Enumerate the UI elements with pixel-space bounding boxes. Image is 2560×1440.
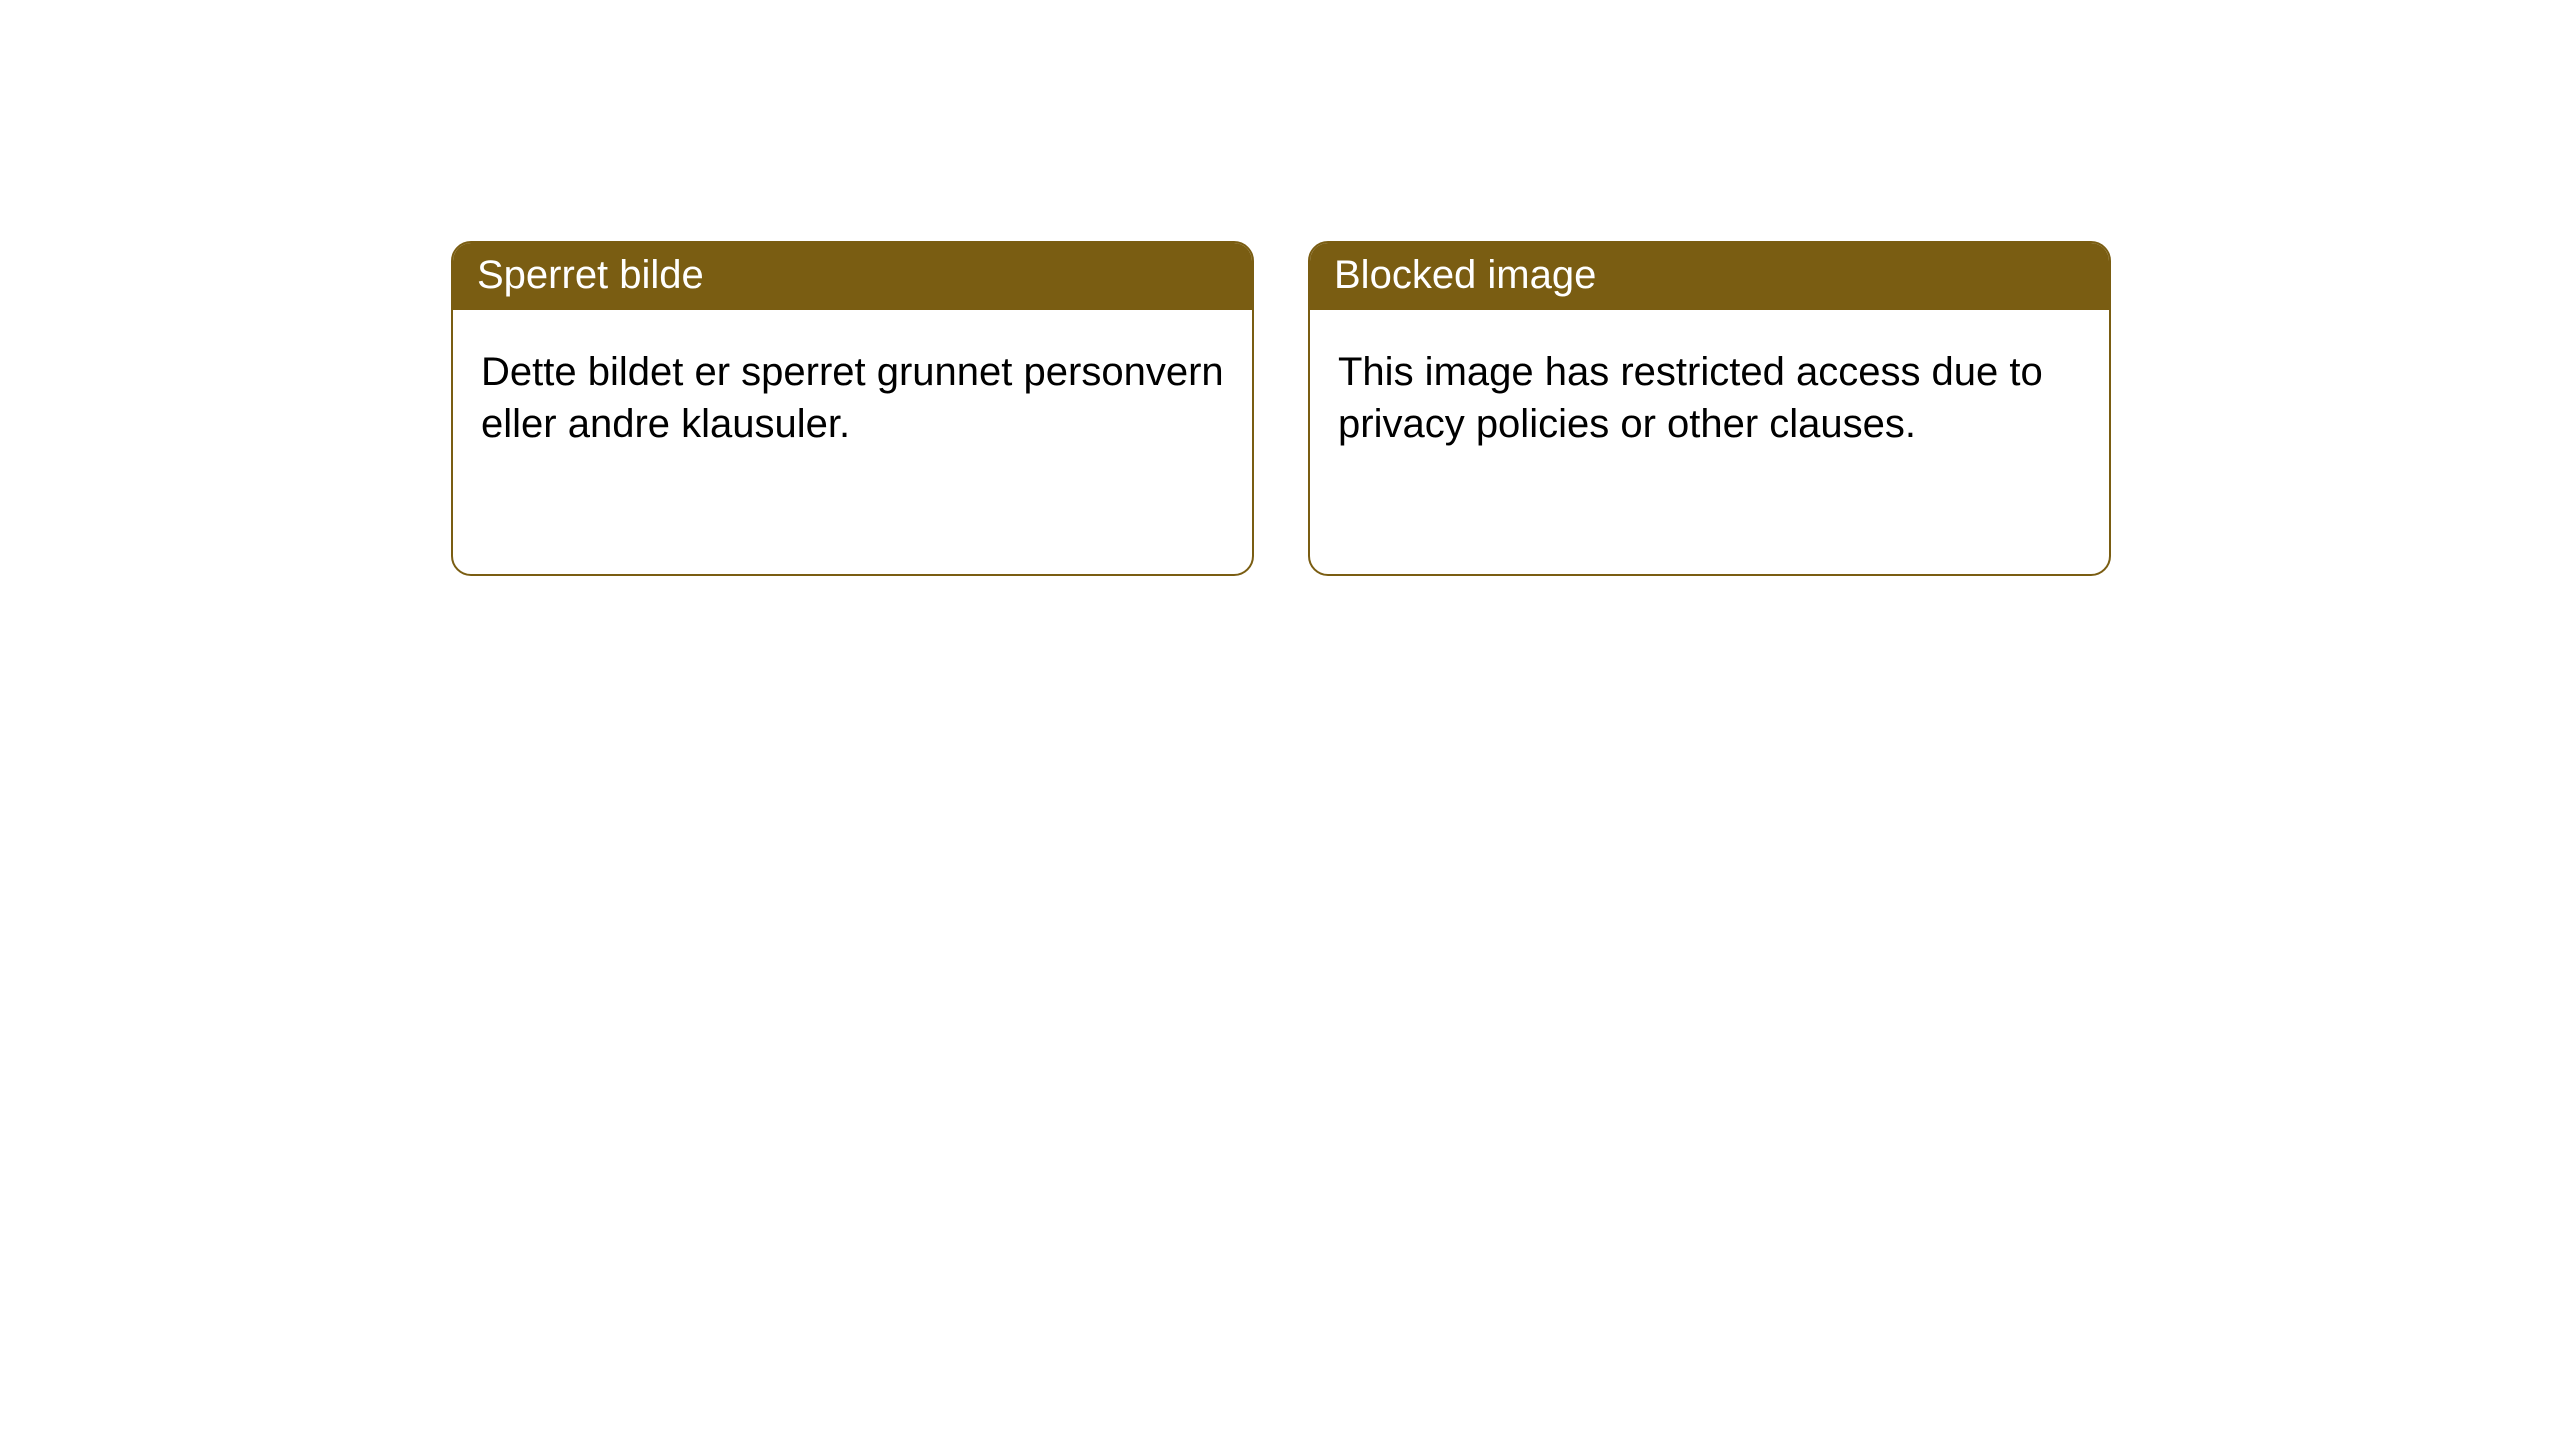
card-header: Blocked image — [1310, 243, 2109, 310]
card-header: Sperret bilde — [453, 243, 1252, 310]
card-body: This image has restricted access due to … — [1310, 310, 2109, 478]
blocked-image-card-english: Blocked image This image has restricted … — [1308, 241, 2111, 576]
blocked-image-cards-container: Sperret bilde Dette bildet er sperret gr… — [451, 241, 2560, 576]
blocked-image-card-norwegian: Sperret bilde Dette bildet er sperret gr… — [451, 241, 1254, 576]
card-body: Dette bildet er sperret grunnet personve… — [453, 310, 1252, 478]
